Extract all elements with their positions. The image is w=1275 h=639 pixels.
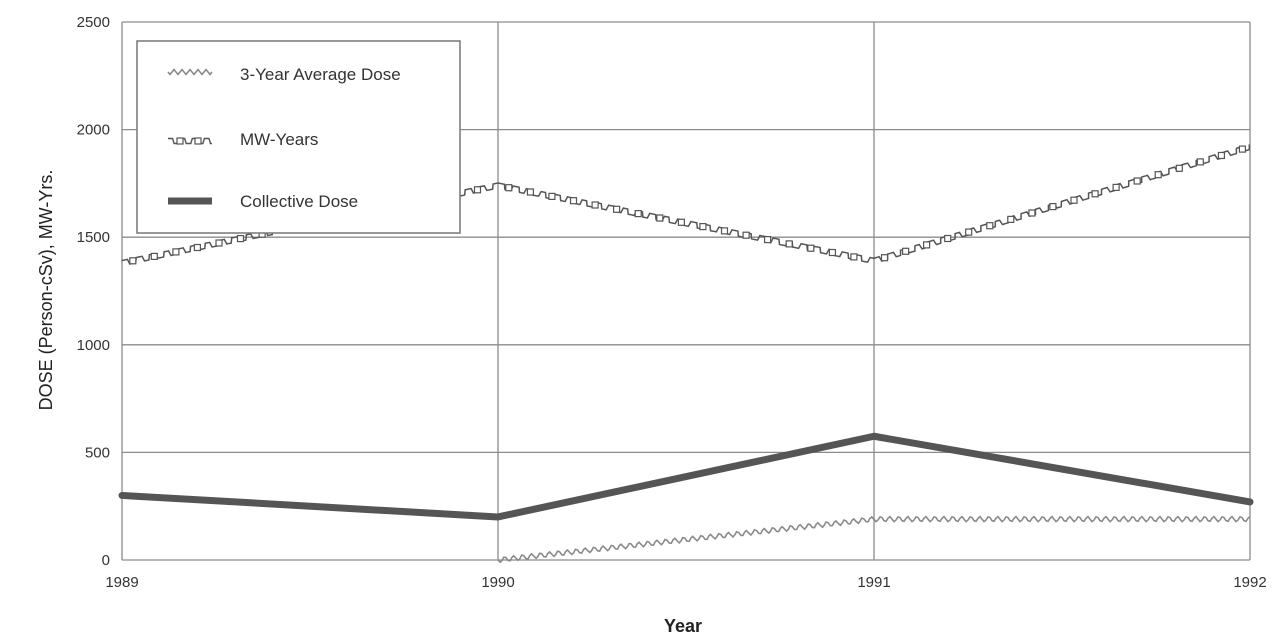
series-marker-mw-years-25 (677, 218, 686, 226)
series-marker-mw-years-24 (656, 214, 664, 222)
legend-label-mw-years: MW-Years (240, 130, 318, 149)
x-axis-title: Year (664, 616, 702, 636)
y-tick-label-3: 1500 (77, 229, 110, 246)
series-marker-mw-years-4 (215, 239, 223, 247)
series-marker-mw-years-16 (473, 186, 482, 194)
series-marker-mw-years-26 (699, 223, 707, 231)
series-marker-mw-years-0 (129, 257, 137, 265)
series-marker-mw-years-18 (526, 188, 535, 196)
series-marker-mw-years-5 (236, 235, 245, 243)
series-marker-mw-years-29 (763, 236, 772, 244)
series-line-collective-dose (118, 432, 1254, 521)
series-marker-mw-years-44 (1091, 190, 1099, 198)
series-marker-mw-years-27 (720, 227, 729, 235)
series-marker-mw-years-46 (1133, 177, 1141, 185)
y-tick-label-2: 1000 (77, 337, 110, 354)
series-marker-mw-years-19 (548, 192, 556, 200)
series-marker-mw-years-43 (1070, 196, 1078, 204)
series-3-year-average-dose (497, 515, 1251, 564)
series-marker-mw-years-40 (1007, 215, 1015, 223)
x-tick-label-2: 1991 (857, 574, 890, 591)
series-marker-mw-years-20 (569, 197, 578, 205)
series-marker-mw-years-35 (901, 247, 910, 255)
series-marker-mw-years-39 (986, 222, 994, 230)
x-tick-label-0: 1989 (105, 574, 138, 591)
series-marker-mw-years-41 (1028, 209, 1036, 217)
series-marker-mw-years-3 (193, 243, 201, 252)
y-axis-title: DOSE (Person-cSv), MW-Yrs. (36, 170, 56, 411)
series-marker-mw-years-1 (150, 252, 158, 260)
series-marker-mw-years-34 (880, 254, 889, 262)
series-layer (118, 144, 1254, 564)
x-tick-label-1: 1990 (481, 574, 514, 591)
y-tick-label-5: 2500 (77, 14, 110, 31)
legend-label-collective-dose: Collective Dose (240, 192, 358, 211)
series-marker-mw-years-51 (1238, 145, 1247, 153)
series-marker-mw-years-30 (785, 240, 793, 248)
series-marker-mw-years-32 (828, 248, 837, 257)
series-marker-mw-years-22 (612, 205, 621, 213)
series-marker-mw-years-33 (850, 253, 858, 261)
series-marker-mw-years-50 (1217, 151, 1226, 160)
series-marker-mw-years-45 (1112, 183, 1120, 191)
y-tick-label-0: 0 (102, 552, 110, 569)
grid (121, 21, 1251, 561)
series-marker-mw-years-36 (922, 241, 931, 249)
y-tick-label-4: 2000 (77, 122, 110, 139)
series-marker-mw-years-48 (1175, 164, 1183, 172)
legend-swatch-3-year-average-dose (167, 68, 213, 76)
series-marker-mw-years-49 (1196, 158, 1204, 166)
series-marker-mw-years-31 (807, 244, 815, 252)
series-mw-years (121, 144, 1251, 265)
series-marker-mw-years-2 (172, 248, 180, 256)
series-marker-mw-years-28 (742, 231, 750, 239)
y-tick-label-1: 500 (85, 444, 110, 461)
legend-label-3yr-avg-dose: 3-Year Average Dose (240, 65, 401, 84)
series-marker-mw-years-21 (591, 201, 599, 209)
series-marker-mw-years-42 (1049, 203, 1057, 211)
legend: 3-Year Average Dose MW-Years Collective … (136, 40, 461, 234)
series-marker-mw-years-37 (944, 234, 952, 243)
series-marker-mw-years-38 (965, 228, 973, 236)
tick-labels: 0 500 1000 1500 2000 2500 1989 1990 1991 1992 (77, 14, 1267, 591)
series-marker-mw-years-23 (634, 210, 642, 218)
legend-swatch-mw-years (168, 137, 212, 145)
series-line-3-year-average-dose (497, 515, 1251, 564)
series-collective-dose (118, 432, 1254, 521)
series-marker-mw-years-47 (1154, 171, 1162, 179)
series-marker-mw-years-17 (505, 184, 513, 192)
x-tick-label-3: 1992 (1233, 574, 1266, 591)
